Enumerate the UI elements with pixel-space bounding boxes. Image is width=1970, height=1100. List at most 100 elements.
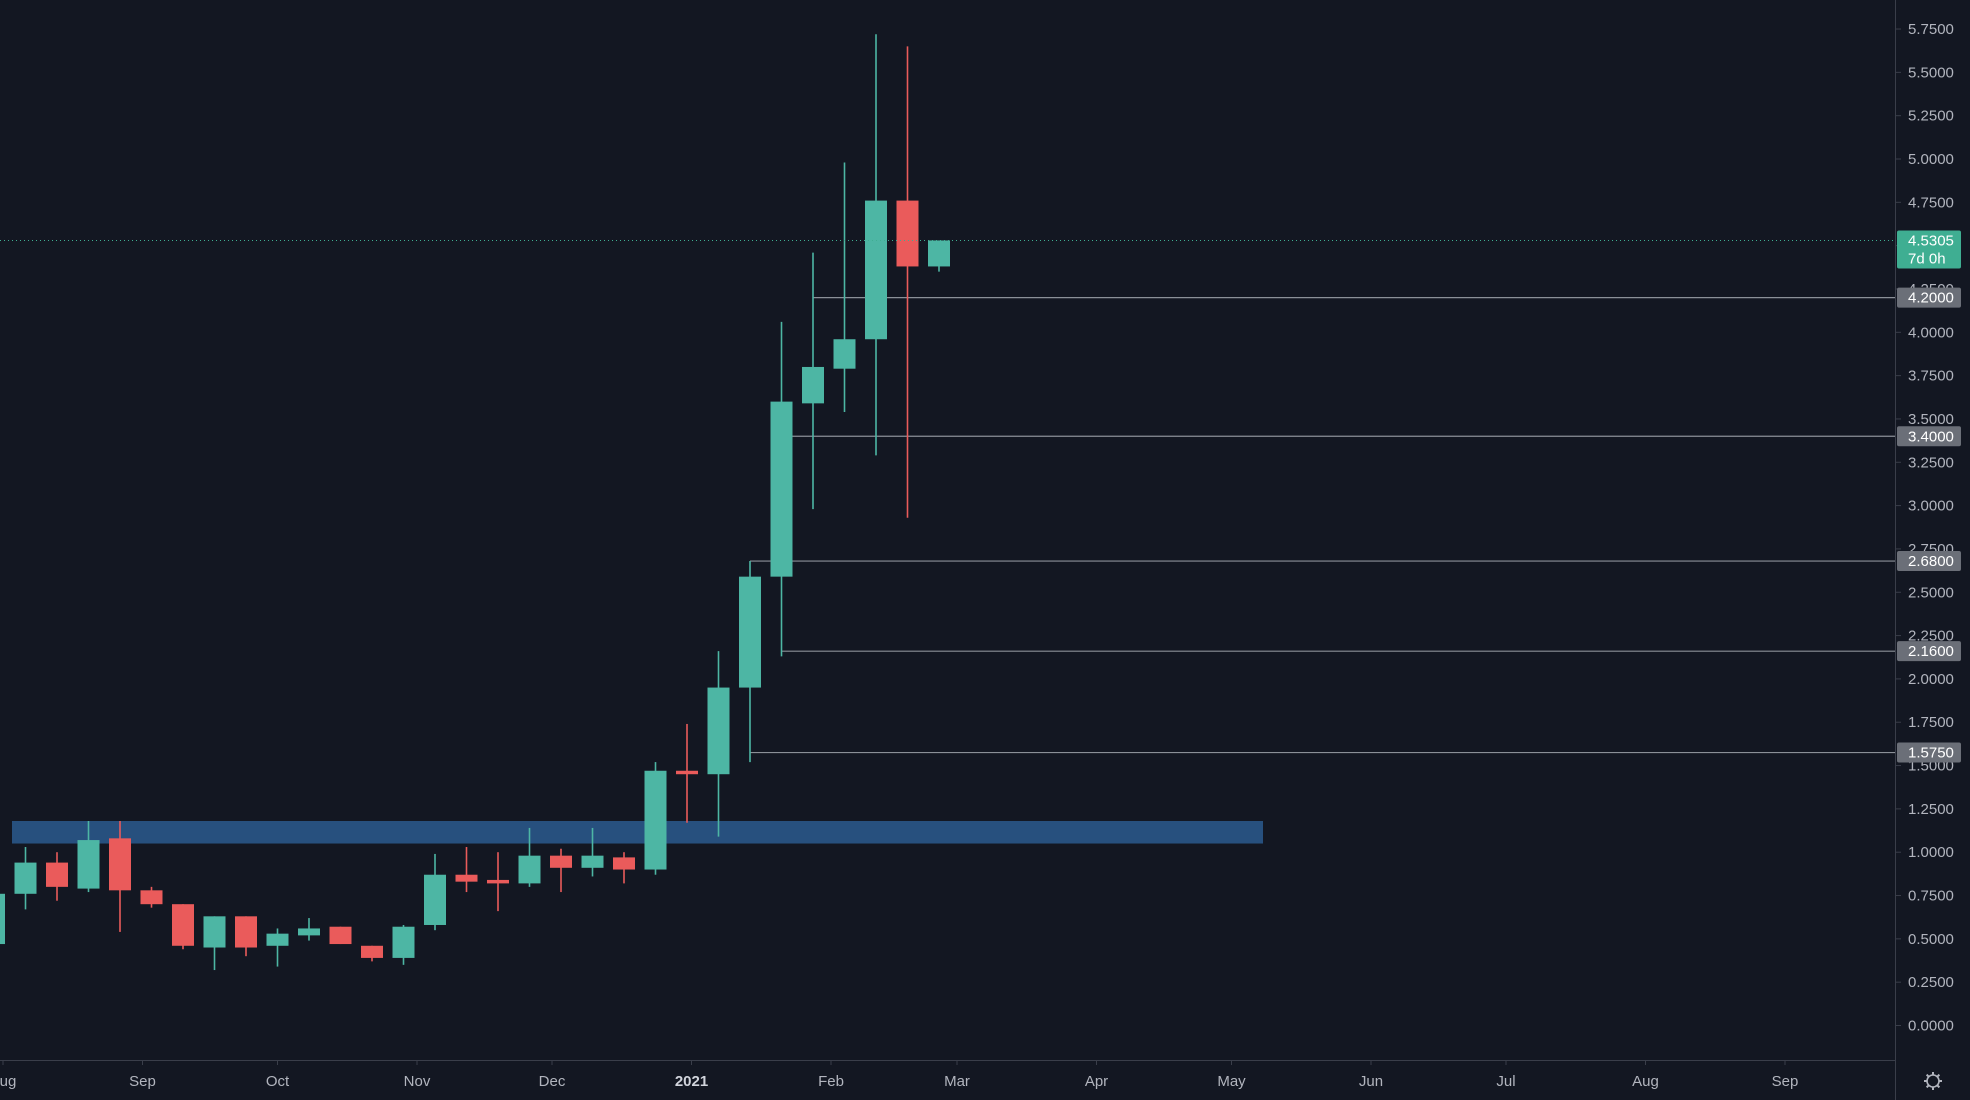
candle — [203, 916, 226, 971]
candle-body — [46, 862, 68, 887]
candle-body — [298, 928, 320, 936]
candle — [392, 924, 415, 965]
current-price-label: 4.5305 — [1908, 232, 1954, 249]
candle — [739, 561, 761, 763]
candle — [550, 848, 572, 893]
candle-body — [613, 857, 635, 870]
candle-body — [550, 855, 572, 868]
candle-body — [14, 862, 37, 894]
level-price-tag-label: 1.5750 — [1908, 745, 1954, 762]
x-tick-label: Feb — [818, 1073, 844, 1090]
y-tick-label: 0.0000 — [1908, 1018, 1954, 1035]
candle-body — [518, 855, 541, 884]
candle-body — [707, 687, 730, 775]
candle — [676, 723, 698, 823]
level-price-tag: 2.1600 — [1897, 641, 1961, 662]
y-tick-label: 5.0000 — [1908, 151, 1954, 168]
level-price-tag-bg — [1897, 742, 1961, 763]
x-tick-label: Jul — [1496, 1073, 1515, 1090]
x-tick-label: Dec — [539, 1073, 566, 1090]
y-tick-label: 2.0000 — [1908, 671, 1954, 688]
y-tick-label: 4.0000 — [1908, 324, 1954, 341]
candle-body — [833, 339, 856, 369]
level-price-tag-bg — [1897, 287, 1961, 308]
candle — [707, 651, 730, 837]
level-price-tag-label: 3.4000 — [1908, 428, 1954, 445]
candle — [424, 853, 446, 931]
level-price-tag-bg — [1897, 641, 1961, 662]
y-tick-label: 0.2500 — [1908, 974, 1954, 991]
candle — [0, 893, 5, 945]
y-tick-label: 0.5000 — [1908, 931, 1954, 948]
x-tick-label: May — [1217, 1073, 1246, 1090]
y-tick-label: 2.5000 — [1908, 584, 1954, 601]
y-tick-label: 1.7500 — [1908, 714, 1954, 731]
y-tick-label: 1.0000 — [1908, 844, 1954, 861]
y-tick-label: 5.2500 — [1908, 108, 1954, 125]
level-price-tag-label: 4.2000 — [1908, 290, 1954, 307]
x-tick-label: 2021 — [675, 1073, 708, 1090]
candle-body — [361, 945, 383, 958]
x-tick-label: Aug — [0, 1073, 16, 1090]
candle — [644, 762, 667, 875]
horizontal-levels-layer — [750, 297, 1895, 754]
candle-body — [487, 879, 509, 884]
x-tick-label: Apr — [1085, 1073, 1108, 1090]
candle-body — [392, 926, 415, 958]
candle — [802, 252, 824, 510]
candle — [455, 847, 478, 893]
level-price-tag: 3.4000 — [1897, 426, 1961, 447]
candle — [172, 904, 194, 950]
level-price-tag: 2.6800 — [1897, 551, 1961, 572]
price-scale-background — [1895, 0, 1970, 1100]
candle-body — [203, 916, 226, 948]
x-tick-label: Nov — [404, 1073, 431, 1090]
candles-layer — [0, 34, 950, 971]
candle — [140, 886, 163, 908]
candle — [487, 852, 509, 912]
candle-body — [455, 874, 478, 882]
candle — [77, 821, 100, 893]
y-tick-label: 3.2500 — [1908, 454, 1954, 471]
candle — [266, 928, 289, 967]
candle — [235, 916, 257, 957]
candle-body — [172, 904, 194, 946]
settings-gear-icon[interactable] — [1924, 1072, 1942, 1090]
candle — [613, 852, 635, 884]
candle — [46, 852, 68, 901]
support-zone-layer — [12, 821, 1263, 844]
y-tick-label: 5.7500 — [1908, 21, 1954, 38]
candle-body — [109, 838, 131, 891]
candle-body — [676, 770, 698, 775]
y-tick-label: 0.7500 — [1908, 888, 1954, 905]
level-price-tag: 4.2000 — [1897, 287, 1961, 308]
candle — [14, 847, 37, 910]
y-tick-label: 2.2500 — [1908, 628, 1954, 645]
candle-body — [329, 926, 352, 945]
y-tick-label: 3.5000 — [1908, 411, 1954, 428]
candle — [928, 240, 950, 272]
x-tick-label: Sep — [1772, 1073, 1799, 1090]
candle — [770, 321, 793, 657]
y-tick-label: 3.0000 — [1908, 498, 1954, 515]
support-zone — [12, 821, 1263, 844]
level-price-tag-label: 2.6800 — [1908, 553, 1954, 570]
candle-body — [0, 893, 5, 945]
y-tick-label: 4.7500 — [1908, 194, 1954, 211]
candle — [865, 34, 887, 456]
candle-body — [896, 200, 919, 267]
candle — [833, 162, 856, 413]
candle-body — [581, 855, 604, 868]
gear-icon-shape — [1924, 1072, 1942, 1090]
x-tick-label: Aug — [1632, 1073, 1659, 1090]
candle-body — [266, 933, 289, 946]
time-scale-background — [0, 1060, 1970, 1100]
candle-body — [770, 401, 793, 577]
candle — [298, 918, 320, 941]
candle — [518, 827, 541, 887]
level-price-tag-bg — [1897, 551, 1961, 572]
candle-body — [739, 576, 761, 688]
